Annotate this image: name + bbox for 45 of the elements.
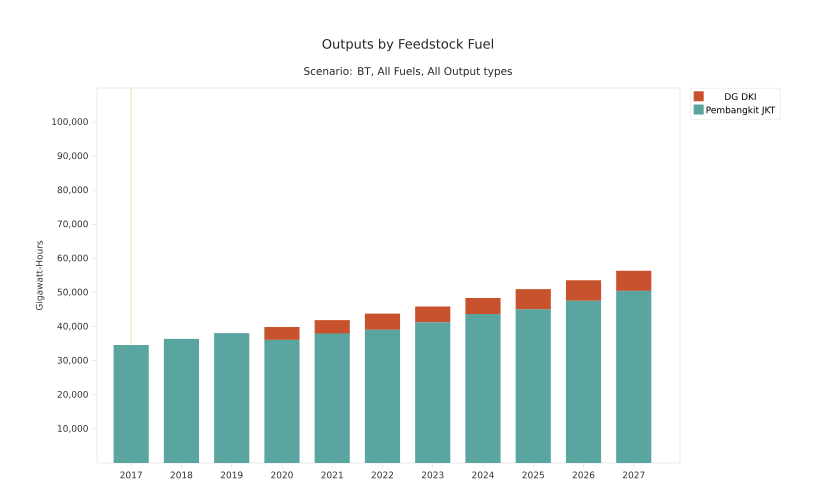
x-tick-label: 2020	[271, 472, 293, 478]
y-tick-label: 90,000	[58, 152, 88, 160]
bar	[164, 338, 200, 463]
y-tick-label: 60,000	[58, 254, 88, 262]
bar	[465, 298, 501, 314]
chart-subtitle: Scenario: BT, All Fuels, All Output types	[304, 66, 512, 78]
y-tick-label: 100,000	[52, 118, 88, 126]
bar	[214, 333, 250, 463]
bar	[566, 300, 602, 463]
y-axis-title: Gigawatt-Hours	[36, 240, 44, 310]
y-tick-label: 80,000	[58, 186, 88, 194]
bar	[616, 290, 652, 463]
y-tick-label: 20,000	[58, 390, 88, 399]
x-tick-label: 2023	[422, 472, 444, 478]
y-tick-label: 70,000	[58, 220, 88, 228]
bar	[314, 320, 350, 334]
bar	[114, 345, 149, 463]
x-tick-label: 2018	[170, 472, 192, 478]
bar	[364, 330, 400, 463]
bar	[566, 280, 602, 301]
chart-title: Outputs by Feedstock Fuel	[322, 38, 494, 52]
bar	[516, 309, 551, 463]
x-tick-label: 2017	[120, 472, 142, 478]
x-tick-label: 2022	[372, 472, 394, 478]
bar	[264, 340, 300, 463]
bar	[415, 322, 450, 463]
x-tick-label: 2025	[522, 472, 544, 478]
x-tick-label: 2026	[572, 472, 594, 478]
x-tick-label: 2024	[472, 472, 494, 478]
bar	[465, 314, 501, 463]
bar	[415, 306, 450, 322]
y-tick-label: 30,000	[58, 356, 88, 365]
bar	[264, 326, 300, 340]
x-tick-label: 2021	[321, 472, 343, 478]
bar	[516, 289, 551, 310]
y-tick-label: 10,000	[58, 425, 88, 433]
x-tick-label: 2019	[220, 472, 243, 478]
bar	[364, 314, 400, 330]
y-tick-label: 50,000	[58, 288, 88, 296]
y-tick-label: 40,000	[57, 322, 88, 331]
x-tick-label: 2027	[622, 472, 644, 478]
bar	[616, 270, 652, 291]
bar	[314, 333, 350, 463]
legend-label: Pembangkit JKT	[706, 106, 776, 116]
legend-label: DG DKI	[725, 93, 756, 100]
